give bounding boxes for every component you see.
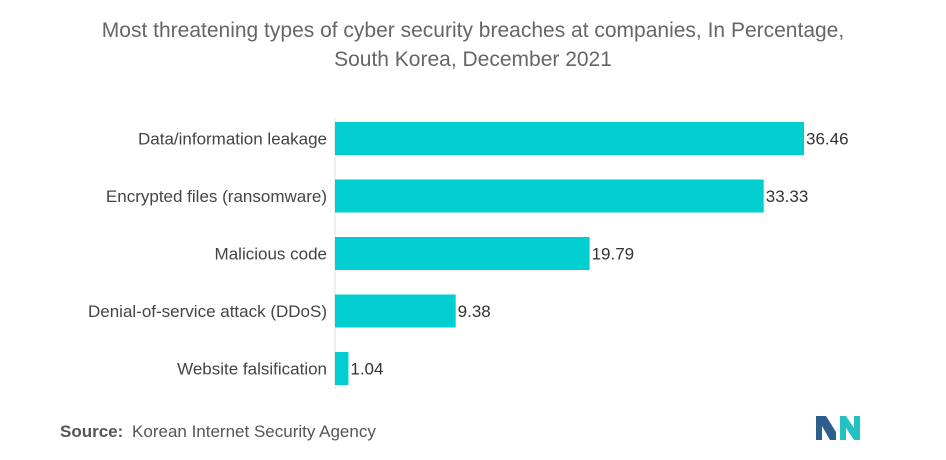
category-label-1: Data/information leakage <box>138 130 327 149</box>
chart-title: Most threatening types of cyber security… <box>60 16 886 74</box>
value-label-4: 9.38 <box>458 302 491 321</box>
value-label-2: 33.33 <box>766 187 809 206</box>
category-label-3: Malicious code <box>215 245 327 264</box>
bar-2 <box>335 179 764 213</box>
category-label-5: Website falsification <box>177 360 327 379</box>
value-label-5: 1.04 <box>350 360 383 379</box>
bar-3 <box>335 237 590 270</box>
source-label: Source: <box>60 422 124 441</box>
source-note: Source: Korean Internet Security Agency <box>60 422 376 442</box>
chart-title-line-2: South Korea, December 2021 <box>334 48 612 71</box>
bar-1 <box>335 122 804 155</box>
source-text: Korean Internet Security Agency <box>132 422 376 441</box>
value-label-1: 36.46 <box>806 130 849 149</box>
chart-title-line-1: Most threatening types of cyber security… <box>101 19 845 42</box>
category-label-2: Encrypted files (ransomware) <box>106 187 327 206</box>
bar-4 <box>335 294 456 328</box>
category-label-4: Denial-of-service attack (DDoS) <box>88 302 327 321</box>
value-label-3: 19.79 <box>592 245 635 264</box>
mordor-logo-icon <box>816 416 860 440</box>
bar-5 <box>335 352 349 385</box>
